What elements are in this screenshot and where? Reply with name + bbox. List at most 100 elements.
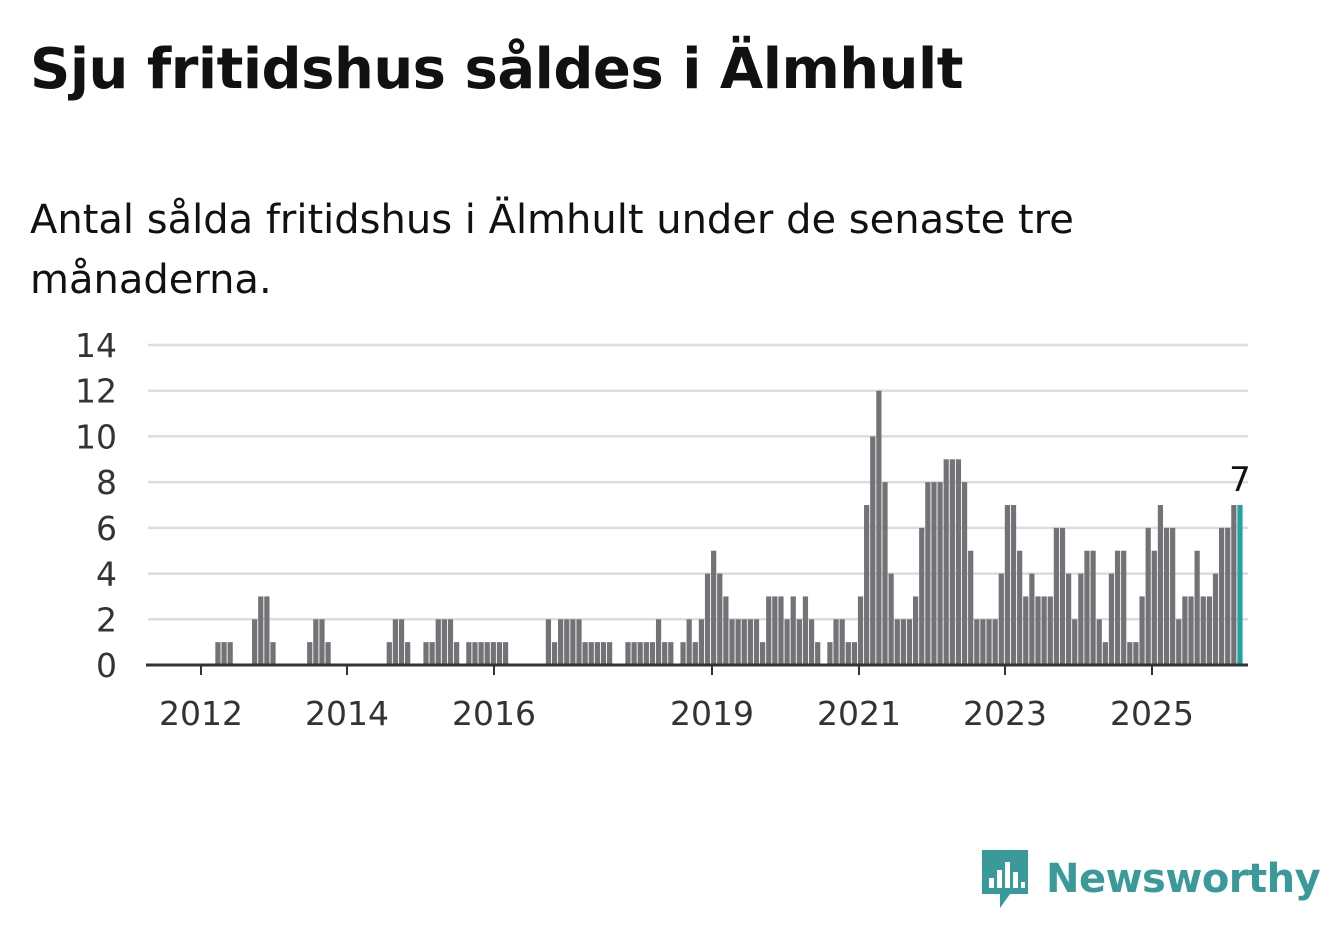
bar — [760, 642, 766, 665]
bar — [747, 619, 753, 665]
bar — [864, 505, 870, 665]
bar — [472, 642, 478, 665]
bar — [998, 573, 1004, 665]
bar — [319, 619, 325, 665]
y-tick-label: 6 — [96, 509, 117, 548]
bar — [221, 642, 227, 665]
bar — [264, 596, 270, 665]
bar — [1102, 642, 1108, 665]
bar — [1066, 573, 1072, 665]
bar — [386, 642, 392, 665]
bar — [1004, 505, 1011, 665]
newsworthy-logo: Newsworthy — [980, 848, 1321, 910]
bar — [1010, 505, 1017, 665]
bar — [668, 642, 674, 665]
bar — [435, 619, 441, 665]
bar — [845, 642, 851, 665]
bar — [1090, 550, 1096, 665]
y-tick-label: 2 — [96, 600, 117, 639]
bar — [778, 596, 784, 665]
bar — [215, 642, 221, 665]
bar — [949, 459, 955, 665]
bar — [888, 573, 894, 665]
bar — [1206, 596, 1212, 665]
bar — [827, 642, 833, 665]
bar — [1041, 596, 1047, 665]
bar — [1133, 642, 1139, 665]
bar — [1225, 527, 1231, 665]
bar — [1017, 550, 1023, 665]
bar — [227, 642, 233, 665]
bar — [631, 642, 637, 665]
x-tick-label: 2025 — [1110, 694, 1194, 733]
bar — [258, 596, 264, 665]
bar — [545, 619, 552, 665]
bar — [1219, 527, 1225, 665]
bar — [1176, 619, 1182, 665]
bar — [1121, 550, 1127, 665]
bar — [870, 436, 876, 665]
bar-chart: 0 2 4 6 8 10 12 14 2012 2014 2016 2019 2021 2023 2025… — [75, 326, 1251, 733]
bar — [1047, 596, 1053, 665]
bar — [429, 642, 435, 665]
chart-title: Sju fritidshus såldes i Älmhult — [30, 37, 964, 102]
x-tick-label: 2023 — [963, 694, 1047, 733]
bar — [784, 619, 790, 665]
bar — [558, 619, 564, 665]
bar — [655, 619, 662, 665]
bar — [735, 619, 741, 665]
bar — [1157, 505, 1164, 665]
bar — [307, 642, 313, 665]
x-tick-label: 2016 — [452, 694, 536, 733]
bar — [766, 596, 772, 665]
bar — [741, 619, 747, 665]
y-tick-label: 4 — [96, 555, 117, 594]
bar — [717, 573, 723, 665]
bar — [1182, 596, 1188, 665]
grid-lines — [148, 343, 1248, 621]
bar — [961, 482, 968, 665]
bar — [943, 459, 949, 665]
bar — [270, 642, 276, 665]
bar — [496, 642, 503, 665]
newsworthy-logo-icon — [982, 850, 1028, 908]
highlight-bar — [1237, 505, 1243, 665]
bar — [662, 642, 668, 665]
bar — [478, 642, 484, 665]
bar — [1035, 596, 1041, 665]
bar — [833, 619, 839, 665]
bar — [252, 619, 258, 665]
bar — [1151, 550, 1157, 665]
bar — [1127, 642, 1133, 665]
bar — [325, 642, 331, 665]
bar — [466, 642, 472, 665]
bar — [698, 619, 705, 665]
bar — [925, 482, 931, 665]
bar — [968, 550, 974, 665]
bar — [919, 527, 925, 665]
bar — [1212, 573, 1219, 665]
bar — [1114, 550, 1121, 665]
bar — [692, 642, 698, 665]
bar — [680, 642, 686, 665]
bar — [570, 619, 576, 665]
bar — [1059, 527, 1066, 665]
bar — [1108, 573, 1115, 665]
bar — [1084, 550, 1090, 665]
bar — [815, 642, 821, 665]
bar — [723, 596, 729, 665]
x-tick-label: 2021 — [817, 694, 901, 733]
bar — [594, 642, 600, 665]
bar — [502, 642, 509, 665]
bar — [441, 619, 447, 665]
bar — [882, 482, 888, 665]
bar — [313, 619, 319, 665]
bars — [146, 390, 1248, 667]
bar — [753, 619, 760, 665]
bar — [1145, 527, 1151, 665]
bar — [992, 619, 998, 665]
bar — [1139, 596, 1145, 665]
bar — [637, 642, 643, 665]
bar — [1188, 596, 1194, 665]
bar — [1023, 596, 1029, 665]
